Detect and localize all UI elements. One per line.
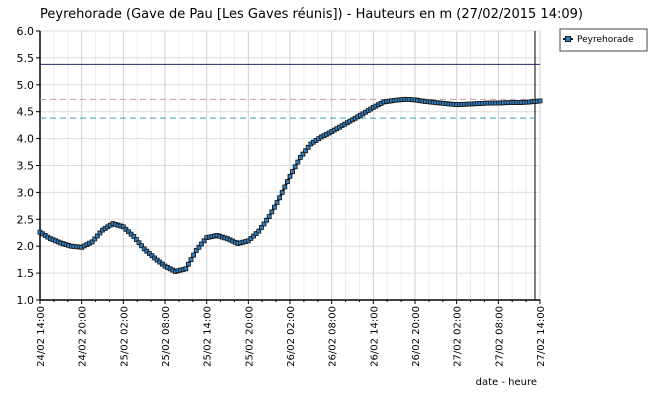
x-tick-label: 27/02 02:00 — [453, 306, 464, 367]
x-tick-label: 24/02 20:00 — [78, 306, 89, 367]
series — [37, 96, 543, 274]
data-point — [191, 252, 197, 258]
data-point — [305, 144, 311, 150]
x-tick-label: 27/02 14:00 — [536, 306, 547, 367]
data-point — [264, 217, 270, 223]
data-point — [188, 257, 194, 263]
data-point — [201, 238, 207, 244]
x-tick-label: 25/02 02:00 — [119, 306, 130, 367]
data-point — [196, 244, 202, 250]
y-tick-label: 3.5 — [17, 160, 35, 173]
legend: Peyrehorade — [559, 28, 648, 52]
data-point — [290, 169, 296, 175]
x-axis-label: date - heure — [476, 377, 537, 388]
x-axis: 24/02 14:00 24/02 20:00 25/02 02:00 25/02 0… — [36, 300, 547, 367]
data-point — [126, 229, 131, 235]
data-point — [131, 234, 137, 239]
x-tick-label: 26/02 20:00 — [411, 306, 422, 367]
data-point — [266, 214, 272, 220]
x-tick-label: 26/02 08:00 — [328, 306, 339, 367]
data-point — [277, 195, 283, 201]
data-point — [303, 148, 309, 154]
x-tick-label: 26/02 14:00 — [369, 306, 380, 367]
y-tick-label: 5.0 — [17, 79, 35, 92]
reference-lines — [40, 63, 540, 119]
x-tick-label: 24/02 14:00 — [36, 306, 47, 367]
data-point — [193, 248, 199, 253]
data-point — [269, 209, 275, 215]
y-tick-label: 5.5 — [17, 52, 35, 65]
data-point — [271, 204, 277, 210]
data-point — [199, 241, 204, 247]
plot-area — [39, 30, 541, 301]
data-point — [89, 239, 95, 245]
y-tick-label: 2.0 — [17, 240, 35, 253]
y-tick-label: 3.0 — [17, 186, 35, 199]
x-tick-label: 27/02 08:00 — [494, 306, 505, 367]
data-point — [245, 238, 251, 244]
y-tick-label: 2.5 — [17, 213, 35, 226]
data-point — [256, 228, 262, 234]
x-tick-label: 26/02 02:00 — [286, 306, 297, 367]
data-point — [300, 151, 306, 157]
y-tick-label: 4.0 — [17, 133, 35, 146]
data-point — [258, 225, 264, 230]
chart-title: Peyrehorade (Gave de Pau [Les Gaves réun… — [40, 7, 583, 22]
data-point — [183, 266, 189, 272]
legend-box — [559, 28, 648, 52]
data-point — [295, 159, 301, 165]
data-point — [284, 179, 290, 185]
data-point — [297, 154, 303, 160]
data-point — [292, 164, 298, 170]
data-point — [120, 224, 126, 230]
data-point — [139, 243, 145, 249]
data-point — [97, 230, 103, 236]
legend-marker — [565, 36, 571, 42]
data-point — [537, 98, 543, 104]
x-tick-label: 25/02 20:00 — [244, 306, 255, 367]
data-point — [279, 189, 285, 195]
x-tick-label: 25/02 14:00 — [203, 306, 214, 367]
data-point — [92, 236, 98, 242]
y-tick-label: 1.5 — [17, 267, 35, 280]
x-tick-label: 25/02 08:00 — [161, 306, 172, 367]
data-point — [274, 200, 280, 205]
y-tick-label: 4.5 — [17, 106, 35, 119]
data-point — [185, 261, 191, 267]
y-axis: 1.0 1.5 2.0 2.5 3.0 3.5 4.0 4.5 5.0 5.5 6.0 — [17, 25, 40, 307]
y-tick-label: 6.0 — [17, 25, 35, 38]
data-point — [287, 173, 293, 179]
legend-entry-label: Peyrehorade — [577, 35, 634, 45]
y-tick-label: 1.0 — [17, 294, 35, 307]
data-point — [282, 184, 288, 190]
data-point — [136, 240, 142, 246]
data-point — [261, 221, 267, 227]
data-point — [94, 233, 100, 239]
data-point — [133, 237, 139, 243]
data-point — [253, 231, 259, 237]
